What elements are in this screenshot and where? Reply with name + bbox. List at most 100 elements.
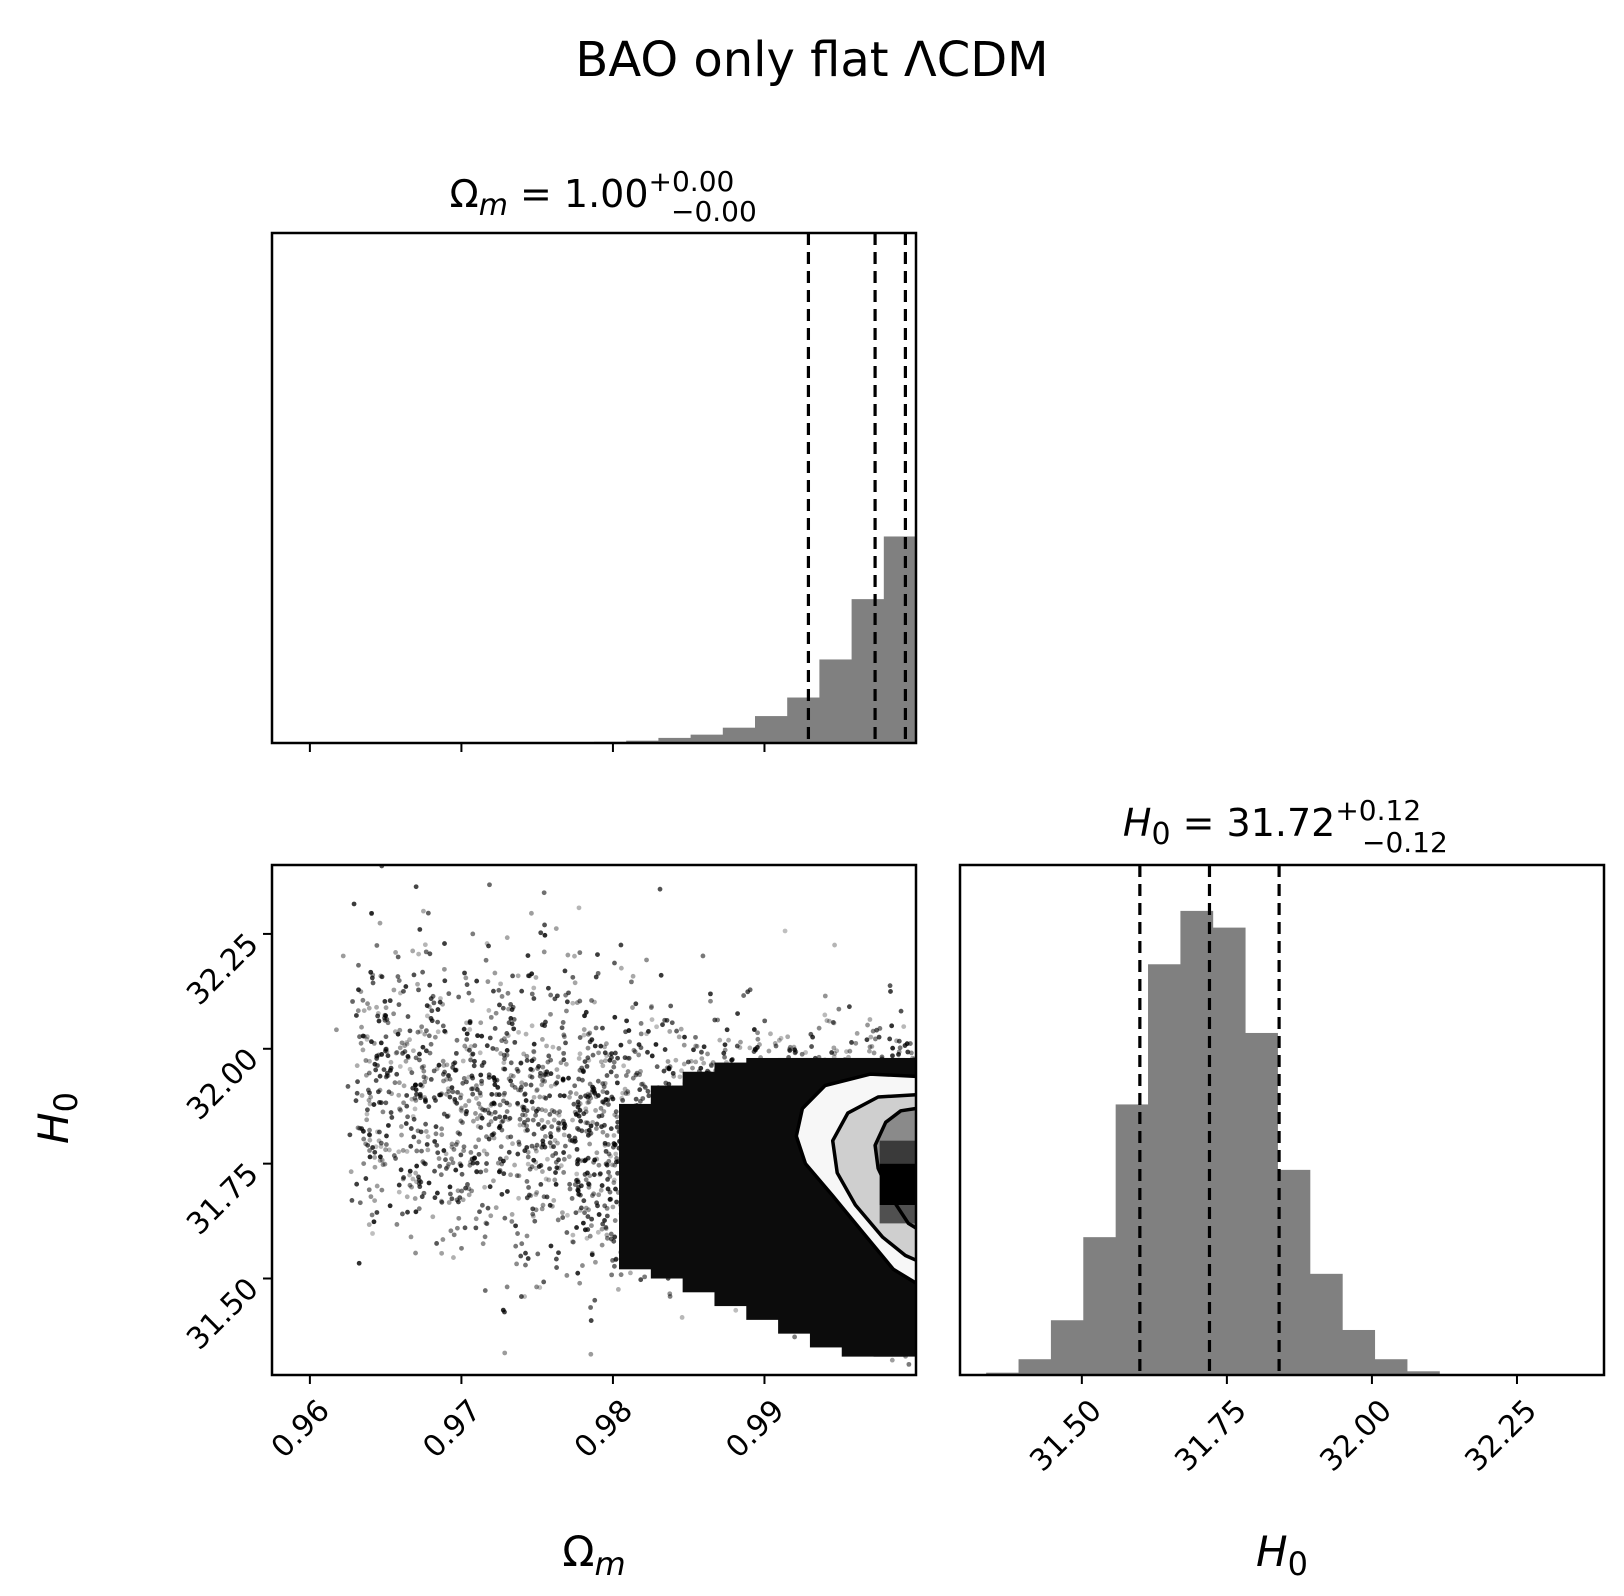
scatter-point: [615, 1170, 620, 1176]
scatter-point: [583, 1106, 589, 1112]
scatter-point: [492, 1026, 498, 1031]
scatter-point: [548, 1011, 553, 1017]
scatter-point: [534, 1190, 540, 1195]
scatter-point: [679, 1315, 685, 1320]
scatter-point: [537, 1094, 543, 1100]
scatter-point: [365, 1001, 370, 1007]
scatter-point: [360, 997, 366, 1003]
scatter-point: [699, 1049, 704, 1055]
omega-m-hist-bar: [851, 599, 885, 743]
scatter-point: [508, 1172, 513, 1178]
scatter-point: [474, 1160, 480, 1166]
omega-m-title-value: 1.00: [564, 172, 649, 216]
scatter-point: [612, 1112, 618, 1118]
scatter-point: [474, 1095, 479, 1101]
scatter-point: [573, 1112, 579, 1117]
scatter-point: [485, 979, 491, 985]
scatter-point: [598, 1187, 604, 1193]
scatter-point: [611, 1180, 617, 1186]
scatter-point: [523, 1082, 529, 1087]
scatter-point: [525, 953, 531, 958]
scatter-point: [424, 1028, 429, 1034]
scatter-point: [906, 1361, 912, 1367]
scatter-point: [595, 970, 601, 976]
scatter-point: [605, 1142, 611, 1147]
scatter-point: [561, 1132, 567, 1138]
scatter-point: [657, 886, 663, 892]
scatter-point: [379, 974, 385, 980]
scatter-point: [496, 1092, 502, 1098]
scatter-point: [504, 1109, 510, 1114]
scatter-point: [645, 1049, 650, 1055]
scatter-point: [603, 1161, 609, 1167]
scatter-point: [413, 1087, 419, 1093]
scatter-point: [371, 1219, 377, 1225]
scatter-point: [529, 910, 534, 916]
scatter-point: [726, 1037, 731, 1043]
scatter-point: [404, 1040, 410, 1045]
scatter-point: [357, 1125, 363, 1131]
scatter-point: [385, 1123, 391, 1128]
scatter-point: [377, 1129, 382, 1135]
scatter-point: [603, 1224, 609, 1230]
scatter-point: [585, 1031, 591, 1037]
scatter-point: [384, 1070, 390, 1076]
omega-m-hist-bar: [755, 716, 788, 743]
scatter-point: [586, 1181, 592, 1187]
scatter-point: [649, 1053, 655, 1059]
scatter-point: [409, 1096, 415, 1102]
scatter-point: [621, 1063, 627, 1069]
scatter-point: [413, 1098, 419, 1103]
scatter-point: [468, 1057, 473, 1063]
scatter-point: [509, 1212, 515, 1217]
scatter-point: [586, 1184, 592, 1190]
scatter-point: [405, 1014, 411, 1019]
scatter-point: [377, 1158, 383, 1163]
scatter-point: [607, 1052, 612, 1058]
scatter-point: [585, 1120, 590, 1126]
scatter-point: [690, 1065, 695, 1071]
scatter-point: [670, 1070, 676, 1076]
scatter-point: [514, 1261, 519, 1267]
scatter-point: [400, 1050, 406, 1056]
scatter-point: [414, 1163, 420, 1169]
scatter-point: [422, 1079, 428, 1085]
scatter-point: [502, 1114, 508, 1120]
scatter-point: [536, 1121, 541, 1127]
scatter-point: [853, 1040, 859, 1046]
scatter-point: [398, 990, 403, 996]
scatter-point: [404, 1041, 410, 1047]
scatter-point: [401, 1175, 407, 1180]
scatter-point: [397, 1106, 402, 1112]
scatter-point: [574, 1000, 580, 1006]
scatter-point: [456, 994, 462, 1000]
scatter-point: [638, 1277, 644, 1283]
omega-m-hist-bar: [722, 727, 756, 743]
scatter-point: [556, 1046, 562, 1051]
scatter-point: [544, 1043, 549, 1049]
scatter-point: [361, 1136, 367, 1142]
scatter-point: [682, 1034, 687, 1040]
scatter-point: [599, 1242, 605, 1248]
scatter-point: [540, 1202, 546, 1208]
scatter-point: [773, 1043, 779, 1049]
scatter-point: [872, 1036, 878, 1042]
scatter-point: [571, 1101, 577, 1107]
scatter-point: [385, 1053, 391, 1059]
scatter-point: [524, 1053, 530, 1059]
scatter-point: [541, 1094, 547, 1100]
scatter-point: [694, 1043, 700, 1049]
scatter-point: [476, 1151, 482, 1157]
scatter-point: [755, 1036, 761, 1042]
scatter-point: [431, 1000, 437, 1006]
scatter-point: [738, 1039, 743, 1045]
scatter-point: [614, 1073, 619, 1079]
scatter-point: [556, 1165, 561, 1171]
scatter-point: [509, 1219, 515, 1224]
scatter-point: [499, 1038, 505, 1044]
scatter-point: [638, 1031, 644, 1037]
scatter-point: [897, 1045, 903, 1051]
scatter-point: [511, 1026, 517, 1032]
scatter-point: [364, 1117, 370, 1123]
scatter-point: [570, 974, 576, 980]
